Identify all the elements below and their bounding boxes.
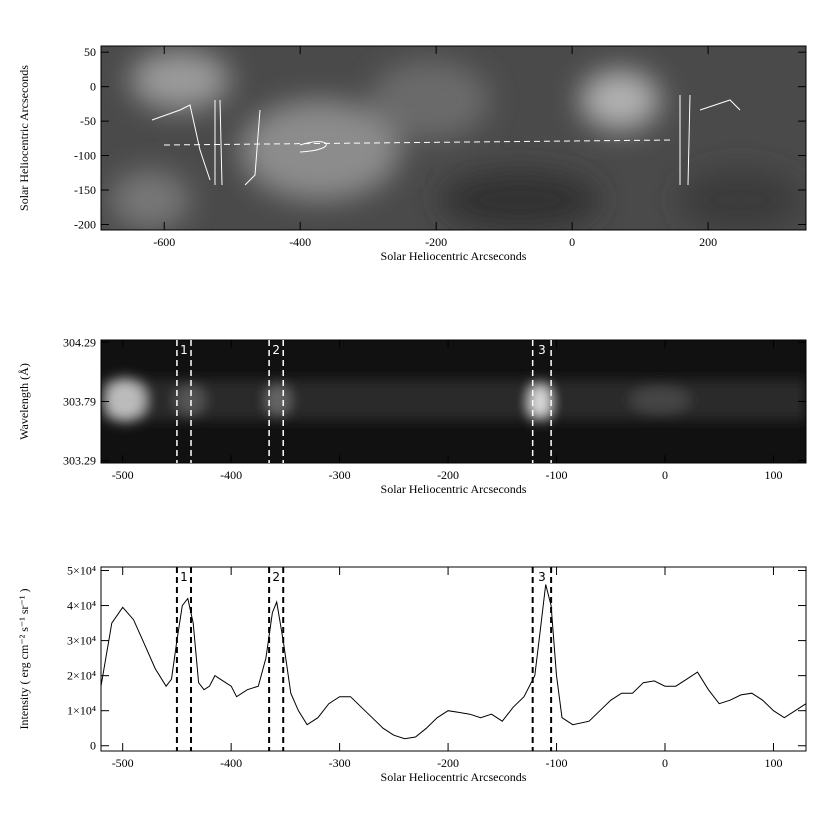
frame: [100, 566, 807, 752]
region-label: 2: [272, 343, 280, 357]
y-tick-label: 3×10⁴: [67, 634, 96, 648]
x-tick-label: -100: [546, 468, 568, 482]
x-tick-label: -600: [153, 235, 175, 249]
region-label: 2: [272, 570, 280, 584]
x-tick-label: -300: [329, 468, 351, 482]
x-tick-label: -200: [437, 756, 459, 770]
y-axis-label: Wavelength (Å): [17, 363, 31, 440]
y-tick-label: 304.29: [63, 335, 96, 349]
x-tick-label: 100: [764, 756, 782, 770]
y-tick-label: 303.29: [63, 454, 96, 468]
spectrum-image: [101, 340, 806, 463]
x-tick-label: -400: [289, 235, 311, 249]
y-tick-label: -150: [74, 183, 96, 197]
x-tick-label: -100: [546, 756, 568, 770]
intensity-line: [100, 584, 807, 740]
x-tick-label: -500: [112, 468, 134, 482]
y-tick-label: 2×10⁴: [67, 669, 96, 683]
x-tick-label: -200: [425, 235, 447, 249]
solar-image: [101, 46, 806, 230]
x-tick-label: 0: [662, 756, 668, 770]
y-tick-label: 0: [90, 739, 96, 753]
region-label: 1: [180, 570, 188, 584]
x-tick-label: -400: [220, 756, 242, 770]
region-label: 3: [538, 570, 546, 584]
x-tick-label: -200: [437, 468, 459, 482]
x-axis-label: Solar Heliocentric Arcseconds: [381, 770, 527, 784]
y-tick-label: -50: [80, 114, 96, 128]
y-tick-label: -100: [74, 149, 96, 163]
x-tick-label: 0: [569, 235, 575, 249]
y-tick-label: 5×10⁴: [67, 564, 96, 578]
y-tick-label: 0: [90, 80, 96, 94]
x-tick-label: 200: [699, 235, 717, 249]
x-tick-label: -300: [329, 756, 351, 770]
x-tick-label: 100: [764, 468, 782, 482]
x-axis-label: Solar Heliocentric Arcseconds: [381, 249, 527, 263]
y-axis-label: Intensity ( erg cm⁻² s⁻¹ sr⁻¹ ): [17, 589, 31, 730]
x-tick-label: -500: [112, 756, 134, 770]
x-tick-label: -400: [220, 468, 242, 482]
x-axis-label: Solar Heliocentric Arcseconds: [381, 482, 527, 496]
region-label: 3: [538, 343, 546, 357]
y-tick-label: 50: [84, 45, 96, 59]
x-tick-label: 0: [662, 468, 668, 482]
frame: [100, 45, 807, 231]
y-axis-label: Solar Heliocentric Arcseconds: [17, 65, 31, 211]
y-tick-label: 1×10⁴: [67, 704, 96, 718]
y-tick-label: -200: [74, 217, 96, 231]
region-label: 1: [180, 343, 188, 357]
y-tick-label: 303.79: [63, 395, 96, 409]
y-tick-label: 4×10⁴: [67, 599, 96, 613]
